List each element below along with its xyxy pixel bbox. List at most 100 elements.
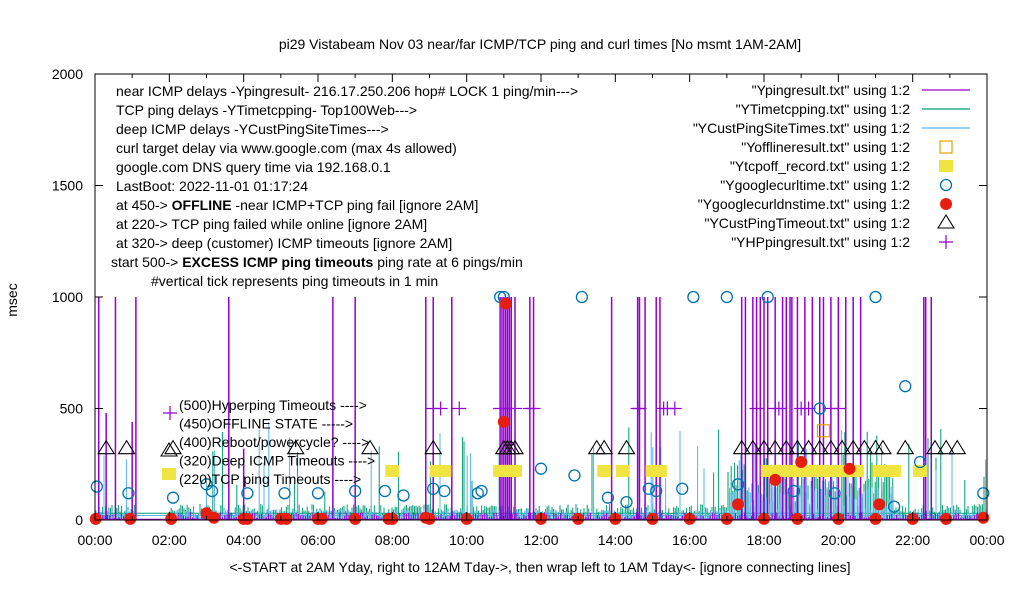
annotation-line: near ICMP delays -Ypingresult- 216.17.25… [116,83,578,99]
x-tick-label: 18:00 [746,532,781,548]
annotation-line: start 500-> EXCESS ICMP ping timeouts pi… [111,254,523,270]
series-hp [426,401,846,416]
point-custtimeout [732,439,751,455]
x-tick-label: 08:00 [375,532,410,548]
point-hp [632,401,647,416]
legend-open-circle-icon [939,178,953,192]
annotation-line: TCP ping delays -YTimetcpping- Top100Web… [116,102,417,118]
point-curl [913,455,927,469]
annotation-bold: OFFLINE [172,197,232,213]
point-tcpoff [597,464,612,477]
point-custtimeout [361,439,380,455]
point-hp [452,401,467,416]
point-curl [642,482,655,495]
plus-icon [163,406,177,420]
legend-plus-icon [939,235,953,249]
point-hp [801,401,816,416]
annotation-line: curl target delay via www.google.com (ma… [116,140,457,156]
point-dns [89,512,102,525]
point-hp [749,401,764,416]
y-tick-label: 500 [60,401,84,417]
point-custtimeout [833,439,852,455]
point-custtimeout [855,439,874,455]
marker-annotation: (500)Hyperping Timeouts ----> [179,397,367,413]
point-custtimeout [164,439,183,455]
x-tick-label: 20:00 [821,532,856,548]
chart-title: pi29 Vistabeam Nov 03 near/far ICMP/TCP … [279,36,801,52]
point-dns [315,512,328,525]
point-dns [977,511,990,524]
point-dns [731,498,744,511]
point-custtimeout [788,439,807,455]
point-tcpoff [652,464,667,477]
annotation-line: at 320-> deep (customer) ICMP timeouts [… [116,235,452,251]
point-custtimeout [97,439,116,455]
annotation-bold: EXCESS ICMP ping timeouts [182,254,373,270]
point-curl [828,487,841,500]
point-curl [166,491,180,504]
point-custtimeout [810,439,829,455]
point-curl [887,500,901,513]
point-dns [280,512,293,525]
y-tick-label: 1000 [52,289,83,305]
point-custtimeout [595,439,614,455]
point-curl [241,487,254,500]
point-curl [601,491,615,504]
annotation-prefix: at 450-> [116,197,172,213]
point-hp [667,401,682,416]
legend-label: "Ygooglecurltime.txt" using 1:2 [720,177,910,193]
point-hp [771,401,786,416]
point-tcpoff [913,464,928,477]
annotation-line: deep ICMP delays -YCustPingSiteTimes---> [116,121,389,137]
series-dns [89,297,990,525]
point-dns [873,498,886,511]
point-curl [378,484,392,498]
point-curl [869,290,882,304]
series-offline [816,424,831,438]
annotation-line: at 450-> OFFLINE -near ICMP+TCP ping fai… [116,197,478,213]
point-dns [124,512,137,525]
point-curl [676,482,689,495]
point-dns [795,456,808,469]
point-custtimeout [286,439,305,455]
point-dns [940,512,953,525]
point-curl [731,478,745,491]
point-dns [165,512,178,525]
point-custtimeout [799,439,818,455]
point-custtimeout [777,439,796,455]
point-offline [816,424,831,438]
point-curl [575,290,589,304]
point-tcpoff [887,464,902,477]
annotation-prefix: start 500-> [111,254,182,270]
x-tick-label: 12:00 [523,532,558,548]
series-curl [90,290,990,513]
legend-label: "YCustPingSiteTimes.txt" using 1:2 [693,120,910,136]
x-tick-label: 04:00 [226,532,261,548]
point-custtimeout [117,439,136,455]
point-dns [241,512,254,525]
annotation-suffix: ping rate at 6 pings/min [373,254,522,270]
marker-annotation: (320)Deep ICMP Timeouts ----> [179,453,375,469]
point-curl [977,487,990,500]
annotation-line: #vertical tick represents ping timeouts … [151,273,438,289]
x-tick-label: 14:00 [598,532,633,548]
point-curl [720,290,733,304]
point-custtimeout [743,439,762,455]
point-custtimeout [896,439,915,455]
legend: "Ypingresult.txt" using 1:2 "YTimetcpping… [693,82,970,250]
x-axis-label: <-START at 2AM Yday, right to 12AM Tday-… [229,559,850,575]
marker-annotation: (400)Reboot/powercycle? ----> [179,434,369,450]
point-custtimeout [925,439,944,455]
x-tick-label: 10:00 [449,532,484,548]
legend-label: "YTimetcpping.txt" using 1:2 [736,101,911,117]
point-curl [205,484,219,498]
point-custtimeout [873,439,892,455]
point-hp [526,401,541,416]
point-curl [311,487,325,500]
point-curl [620,496,633,509]
point-curl [397,489,410,502]
x-tick-label: 06:00 [300,532,335,548]
point-tcpoff [385,464,400,477]
point-dns [497,415,510,428]
